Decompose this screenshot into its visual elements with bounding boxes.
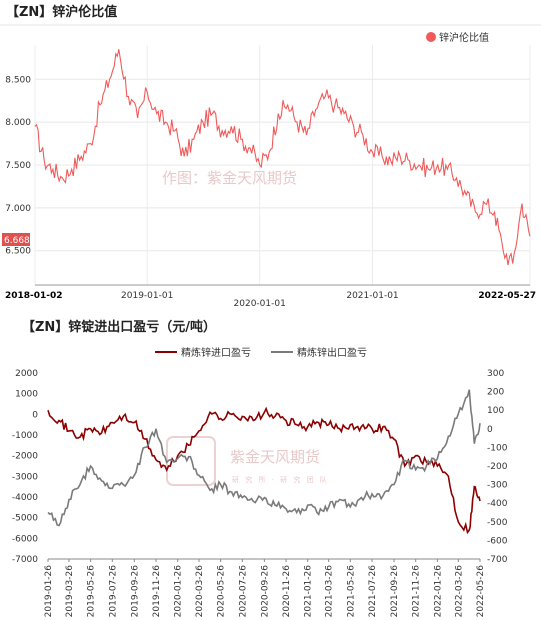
chart2-x-tick-label: 2019-05-26 <box>87 565 97 618</box>
chart2-x-tick-label: 2021-03-26 <box>325 565 335 618</box>
chart2-x-tick-label: 2020-05-26 <box>217 565 227 618</box>
chart1-y-tick-label: 8.000 <box>5 118 31 128</box>
chart1-last-value: 6.668 <box>2 233 30 246</box>
chart1-title: 【ZN】锌沪伦比值 <box>6 4 117 20</box>
chart2-x-tick-label: 2021-11-26 <box>412 565 422 618</box>
chart2-legend: 精炼锌进口盈亏 精炼锌出口盈亏 <box>155 346 367 359</box>
chart1-grid <box>34 45 531 285</box>
chart2-x-tick-label: 2019-03-26 <box>65 565 75 618</box>
chart2-x-tick-label: 2019-01-26 <box>44 565 54 618</box>
chart2-import-line <box>47 406 481 535</box>
chart2-x-tick-label: 2022-01-26 <box>433 565 443 618</box>
chart2-right-y-tick-label: 200 <box>487 388 504 398</box>
chart1-legend-label: 锌沪伦比值 <box>439 31 489 44</box>
chart2-right-y-tick-label: -600 <box>487 536 508 546</box>
chart2-left-y-tick-label: 2000 <box>15 369 38 379</box>
chart2-left-y-tick-label: -5000 <box>12 514 38 524</box>
chart2-left-y-tick-label: -2000 <box>12 452 38 462</box>
chart2-x-tick-label: 2021-09-26 <box>390 565 400 618</box>
chart2-right-y-tick-label: -700 <box>487 555 508 565</box>
chart2-right-y-tick-label: -200 <box>487 462 508 472</box>
chart2-right-y-tick-label: 0 <box>487 425 493 435</box>
chart1-x-axis: 2018-01-02 2019-01-01 2020-01-01 2021-01-01… <box>5 284 536 309</box>
chart2-series <box>47 389 481 535</box>
chart2-right-y-tick-label: 100 <box>487 406 504 416</box>
chart2-watermark-subtext: 研 究 所 · 研 究 团 队 <box>232 475 329 484</box>
chart1-series-line <box>34 49 531 266</box>
chart1-y-tick-label: 7.000 <box>5 204 31 214</box>
chart2-axes: 200010000-1000-2000-3000-4000-5000-6000-… <box>12 369 508 617</box>
chart2-watermark: 紫金天风期货 研 究 所 · 研 究 团 队 <box>166 436 329 486</box>
chart1-y-tick-label: 8.500 <box>5 75 31 85</box>
chart2-left-y-tick-label: 1000 <box>15 390 38 400</box>
chart1-series <box>34 49 531 266</box>
chart2-x-tick-label: 2021-07-26 <box>368 565 378 618</box>
chart2-export-line <box>47 389 481 527</box>
chart2-right-y-tick-label: -500 <box>487 518 508 528</box>
chart2-x-tick-label: 2020-09-26 <box>260 565 270 618</box>
chart1-y-axis: 8.500 8.000 7.500 7.000 6.500 <box>5 75 31 256</box>
chart2-legend-export-label: 精炼锌出口盈亏 <box>297 346 367 359</box>
chart2-x-tick-label: 2019-09-26 <box>130 565 140 618</box>
chart1-y-tick-label: 7.500 <box>5 161 31 171</box>
chart1-last-value-label: 6.668 <box>4 236 30 246</box>
chart2-left-y-tick-label: -4000 <box>12 493 38 503</box>
chart2-x-tick-label: 2019-07-26 <box>108 565 118 618</box>
chart2-right-y-tick-label: 300 <box>487 369 504 379</box>
chart2-watermark-text: 紫金天风期货 <box>230 448 320 466</box>
chart2-x-tick-label: 2021-05-26 <box>346 565 356 618</box>
chart2-right-y-tick-label: -100 <box>487 443 508 453</box>
chart1-y-tick-label: 6.500 <box>5 247 31 257</box>
chart1-x-tick-label: 2018-01-02 <box>5 291 63 301</box>
chart2-right-y-tick-label: -400 <box>487 499 508 509</box>
chart1-x-tick-label: 2022-05-27 <box>478 291 536 301</box>
chart2-left-y-tick-label: -3000 <box>12 472 38 482</box>
chart2-x-tick-label: 2022-05-26 <box>476 565 486 618</box>
chart2-left-y-tick-label: -7000 <box>12 555 38 565</box>
chart2-x-tick-label: 2021-01-26 <box>304 565 314 618</box>
chart1-x-tick-label: 2019-01-01 <box>121 291 173 301</box>
chart1-watermark: 作图：紫金天风期货 <box>162 169 297 187</box>
chart1-legend: 锌沪伦比值 <box>426 31 489 44</box>
chart2-left-y-tick-label: -6000 <box>12 534 38 544</box>
chart2-left-y-tick-label: 0 <box>32 410 38 420</box>
chart1-legend-marker <box>426 32 436 42</box>
chart2-x-tick-label: 2020-03-26 <box>195 565 205 618</box>
chart2-title: 【ZN】锌锭进出口盈亏（元/吨） <box>22 319 216 335</box>
chart2-right-y-tick-label: -300 <box>487 481 508 491</box>
chart1-x-tick-label: 2021-01-01 <box>346 291 398 301</box>
chart1-x-tick-label: 2020-01-01 <box>234 299 286 309</box>
chart1-last-value-badge <box>2 233 30 246</box>
chart2-x-tick-label: 2020-11-26 <box>282 565 292 618</box>
chart2-x-tick-label: 2019-11-26 <box>152 565 162 618</box>
chart2-x-tick-label: 2020-01-26 <box>174 565 184 618</box>
chart2-left-y-tick-label: -1000 <box>12 431 38 441</box>
chart2-legend-import-label: 精炼锌进口盈亏 <box>181 346 251 359</box>
chart2-x-tick-label: 2020-07-26 <box>238 565 248 618</box>
chart2-x-tick-label: 2022-03-26 <box>454 565 464 618</box>
